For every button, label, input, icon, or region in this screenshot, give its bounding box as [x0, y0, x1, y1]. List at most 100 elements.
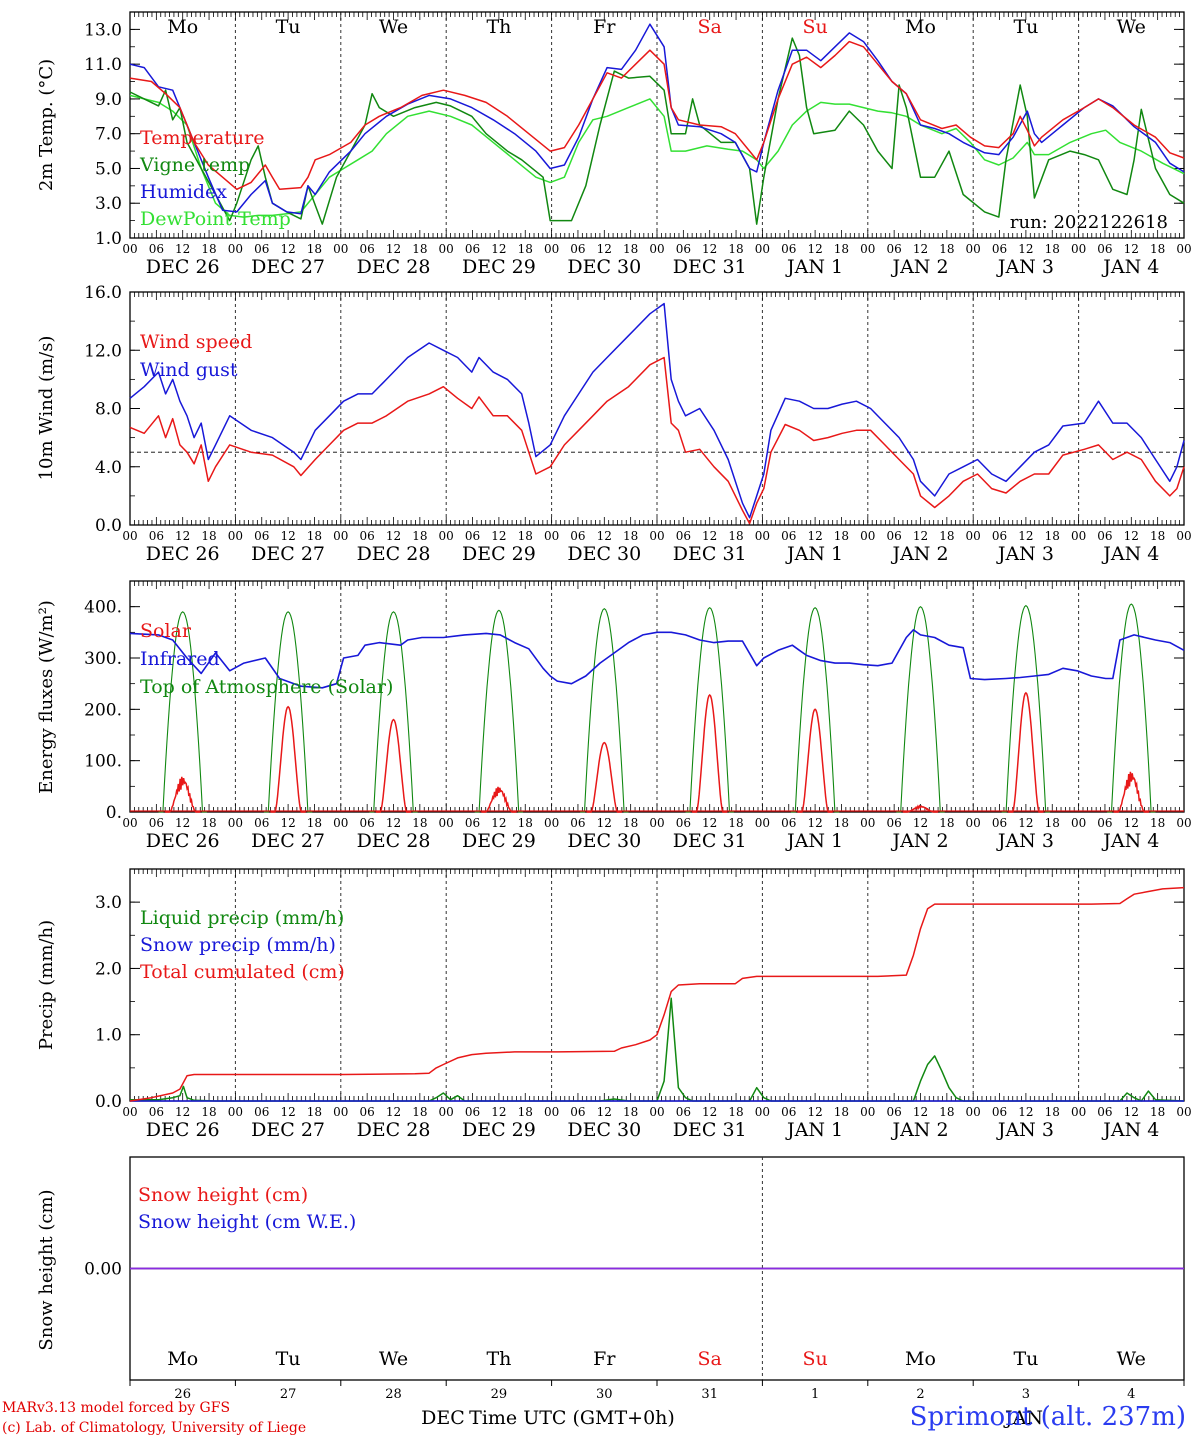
hour-tick-label: 06	[781, 529, 796, 543]
hour-tick-label: 18	[1150, 1105, 1165, 1119]
date-label: JAN 4	[1101, 543, 1159, 565]
day-name-label: Tu	[276, 16, 301, 38]
day-name-label: We	[379, 1348, 408, 1370]
hour-tick-label: 00	[1176, 242, 1191, 256]
date-label: DEC 31	[673, 1119, 747, 1141]
toa-solar-curve	[369, 611, 418, 813]
hour-tick-label: 12	[597, 242, 612, 256]
solar-curve	[586, 741, 622, 813]
hour-tick-label: 12	[1124, 242, 1139, 256]
hour-tick-label: 00	[860, 816, 875, 830]
y-tick-label: 0.0	[95, 1092, 122, 1112]
temperature-line	[129, 40, 1185, 191]
hour-tick-label: 06	[149, 529, 164, 543]
hour-tick-label: 00	[228, 816, 243, 830]
legend-entry: DewPoint Temp	[140, 208, 291, 230]
hour-tick-label: 06	[676, 242, 691, 256]
hour-tick-label: 18	[412, 242, 427, 256]
hour-tick-label: 18	[1045, 1105, 1060, 1119]
hour-tick-label: 12	[702, 1105, 717, 1119]
day-number-label: 1	[811, 1387, 819, 1402]
toa-solar-curve	[263, 611, 313, 813]
hour-tick-label: 18	[939, 242, 954, 256]
date-label: DEC 31	[673, 543, 747, 565]
hour-tick-label: 18	[201, 242, 216, 256]
hour-tick-label: 18	[834, 1105, 849, 1119]
hour-tick-label: 18	[201, 1105, 216, 1119]
day-name-label: Th	[486, 1348, 511, 1370]
hour-tick-label: 06	[1097, 529, 1112, 543]
hour-tick-label: 00	[1071, 816, 1086, 830]
hour-tick-label: 00	[228, 1105, 243, 1119]
y-tick-label: 0.00	[84, 1260, 122, 1280]
hour-tick-label: 00	[1071, 529, 1086, 543]
hour-tick-label: 12	[386, 529, 401, 543]
solar-curve	[692, 693, 728, 813]
date-label: JAN 2	[890, 256, 948, 278]
y-tick-label: 3.0	[95, 893, 122, 913]
hour-tick-label: 06	[360, 242, 375, 256]
hour-tick-label: 00	[544, 242, 559, 256]
hour-tick-label: 06	[887, 242, 902, 256]
date-label: DEC 26	[146, 1119, 220, 1141]
hour-tick-label: 18	[201, 816, 216, 830]
hour-tick-label: 18	[623, 242, 638, 256]
hour-tick-label: 00	[1176, 529, 1191, 543]
hour-tick-label: 18	[834, 242, 849, 256]
y-tick-label: 12.0	[84, 341, 122, 361]
legend-entry: Snow height (cm)	[138, 1184, 308, 1206]
hour-tick-label: 00	[333, 816, 348, 830]
hour-tick-label: 12	[807, 1105, 822, 1119]
date-label: JAN 4	[1101, 1119, 1159, 1141]
total-cumulated-cm-line	[129, 886, 1185, 1102]
date-label: JAN 1	[785, 543, 843, 565]
solar-curve	[270, 705, 306, 813]
legend-entry: Total cumulated (cm)	[140, 961, 345, 983]
hour-tick-label: 18	[1045, 529, 1060, 543]
hour-tick-label: 00	[544, 529, 559, 543]
hour-tick-label: 18	[518, 529, 533, 543]
hour-tick-label: 12	[280, 529, 295, 543]
hour-tick-label: 12	[491, 816, 506, 830]
hour-tick-label: 12	[491, 242, 506, 256]
hour-tick-label: 06	[992, 816, 1007, 830]
hour-tick-label: 06	[992, 529, 1007, 543]
date-label: DEC 29	[462, 830, 536, 852]
toa-solar-curve	[685, 607, 734, 813]
hour-tick-label: 18	[518, 816, 533, 830]
hour-tick-label: 06	[676, 816, 691, 830]
hour-tick-label: 00	[966, 529, 981, 543]
date-label: DEC 31	[673, 830, 747, 852]
hour-tick-label: 00	[1176, 1105, 1191, 1119]
date-label: DEC 30	[567, 1119, 641, 1141]
hour-tick-label: 18	[1045, 242, 1060, 256]
hour-tick-label: 00	[439, 1105, 454, 1119]
date-label: JAN 2	[890, 830, 948, 852]
date-label: DEC 27	[251, 1119, 325, 1141]
date-label: JAN 3	[996, 1119, 1054, 1141]
hour-tick-label: 18	[201, 529, 216, 543]
hour-tick-label: 12	[280, 816, 295, 830]
date-label: DEC 31	[673, 256, 747, 278]
day-number-label: 3	[1022, 1387, 1030, 1402]
hour-tick-label: 06	[465, 242, 480, 256]
hour-tick-label: 12	[1018, 242, 1033, 256]
hour-tick-label: 00	[122, 242, 137, 256]
hour-tick-label: 06	[254, 816, 269, 830]
hour-tick-label: 18	[518, 1105, 533, 1119]
hour-tick-label: 18	[728, 816, 743, 830]
hour-tick-label: 18	[412, 816, 427, 830]
hour-tick-label: 00	[439, 529, 454, 543]
hour-tick-label: 12	[175, 529, 190, 543]
hour-tick-label: 06	[570, 816, 585, 830]
hour-tick-label: 00	[649, 242, 664, 256]
hour-tick-label: 06	[1097, 242, 1112, 256]
hour-tick-label: 00	[333, 242, 348, 256]
wind-speed-line	[129, 356, 1185, 525]
y-tick-label: 0.0	[95, 516, 122, 536]
hour-tick-label: 06	[465, 1105, 480, 1119]
date-label: DEC 28	[357, 543, 431, 565]
hour-tick-label: 00	[755, 1105, 770, 1119]
hour-tick-label: 06	[360, 1105, 375, 1119]
day-number-label: 28	[385, 1387, 402, 1402]
